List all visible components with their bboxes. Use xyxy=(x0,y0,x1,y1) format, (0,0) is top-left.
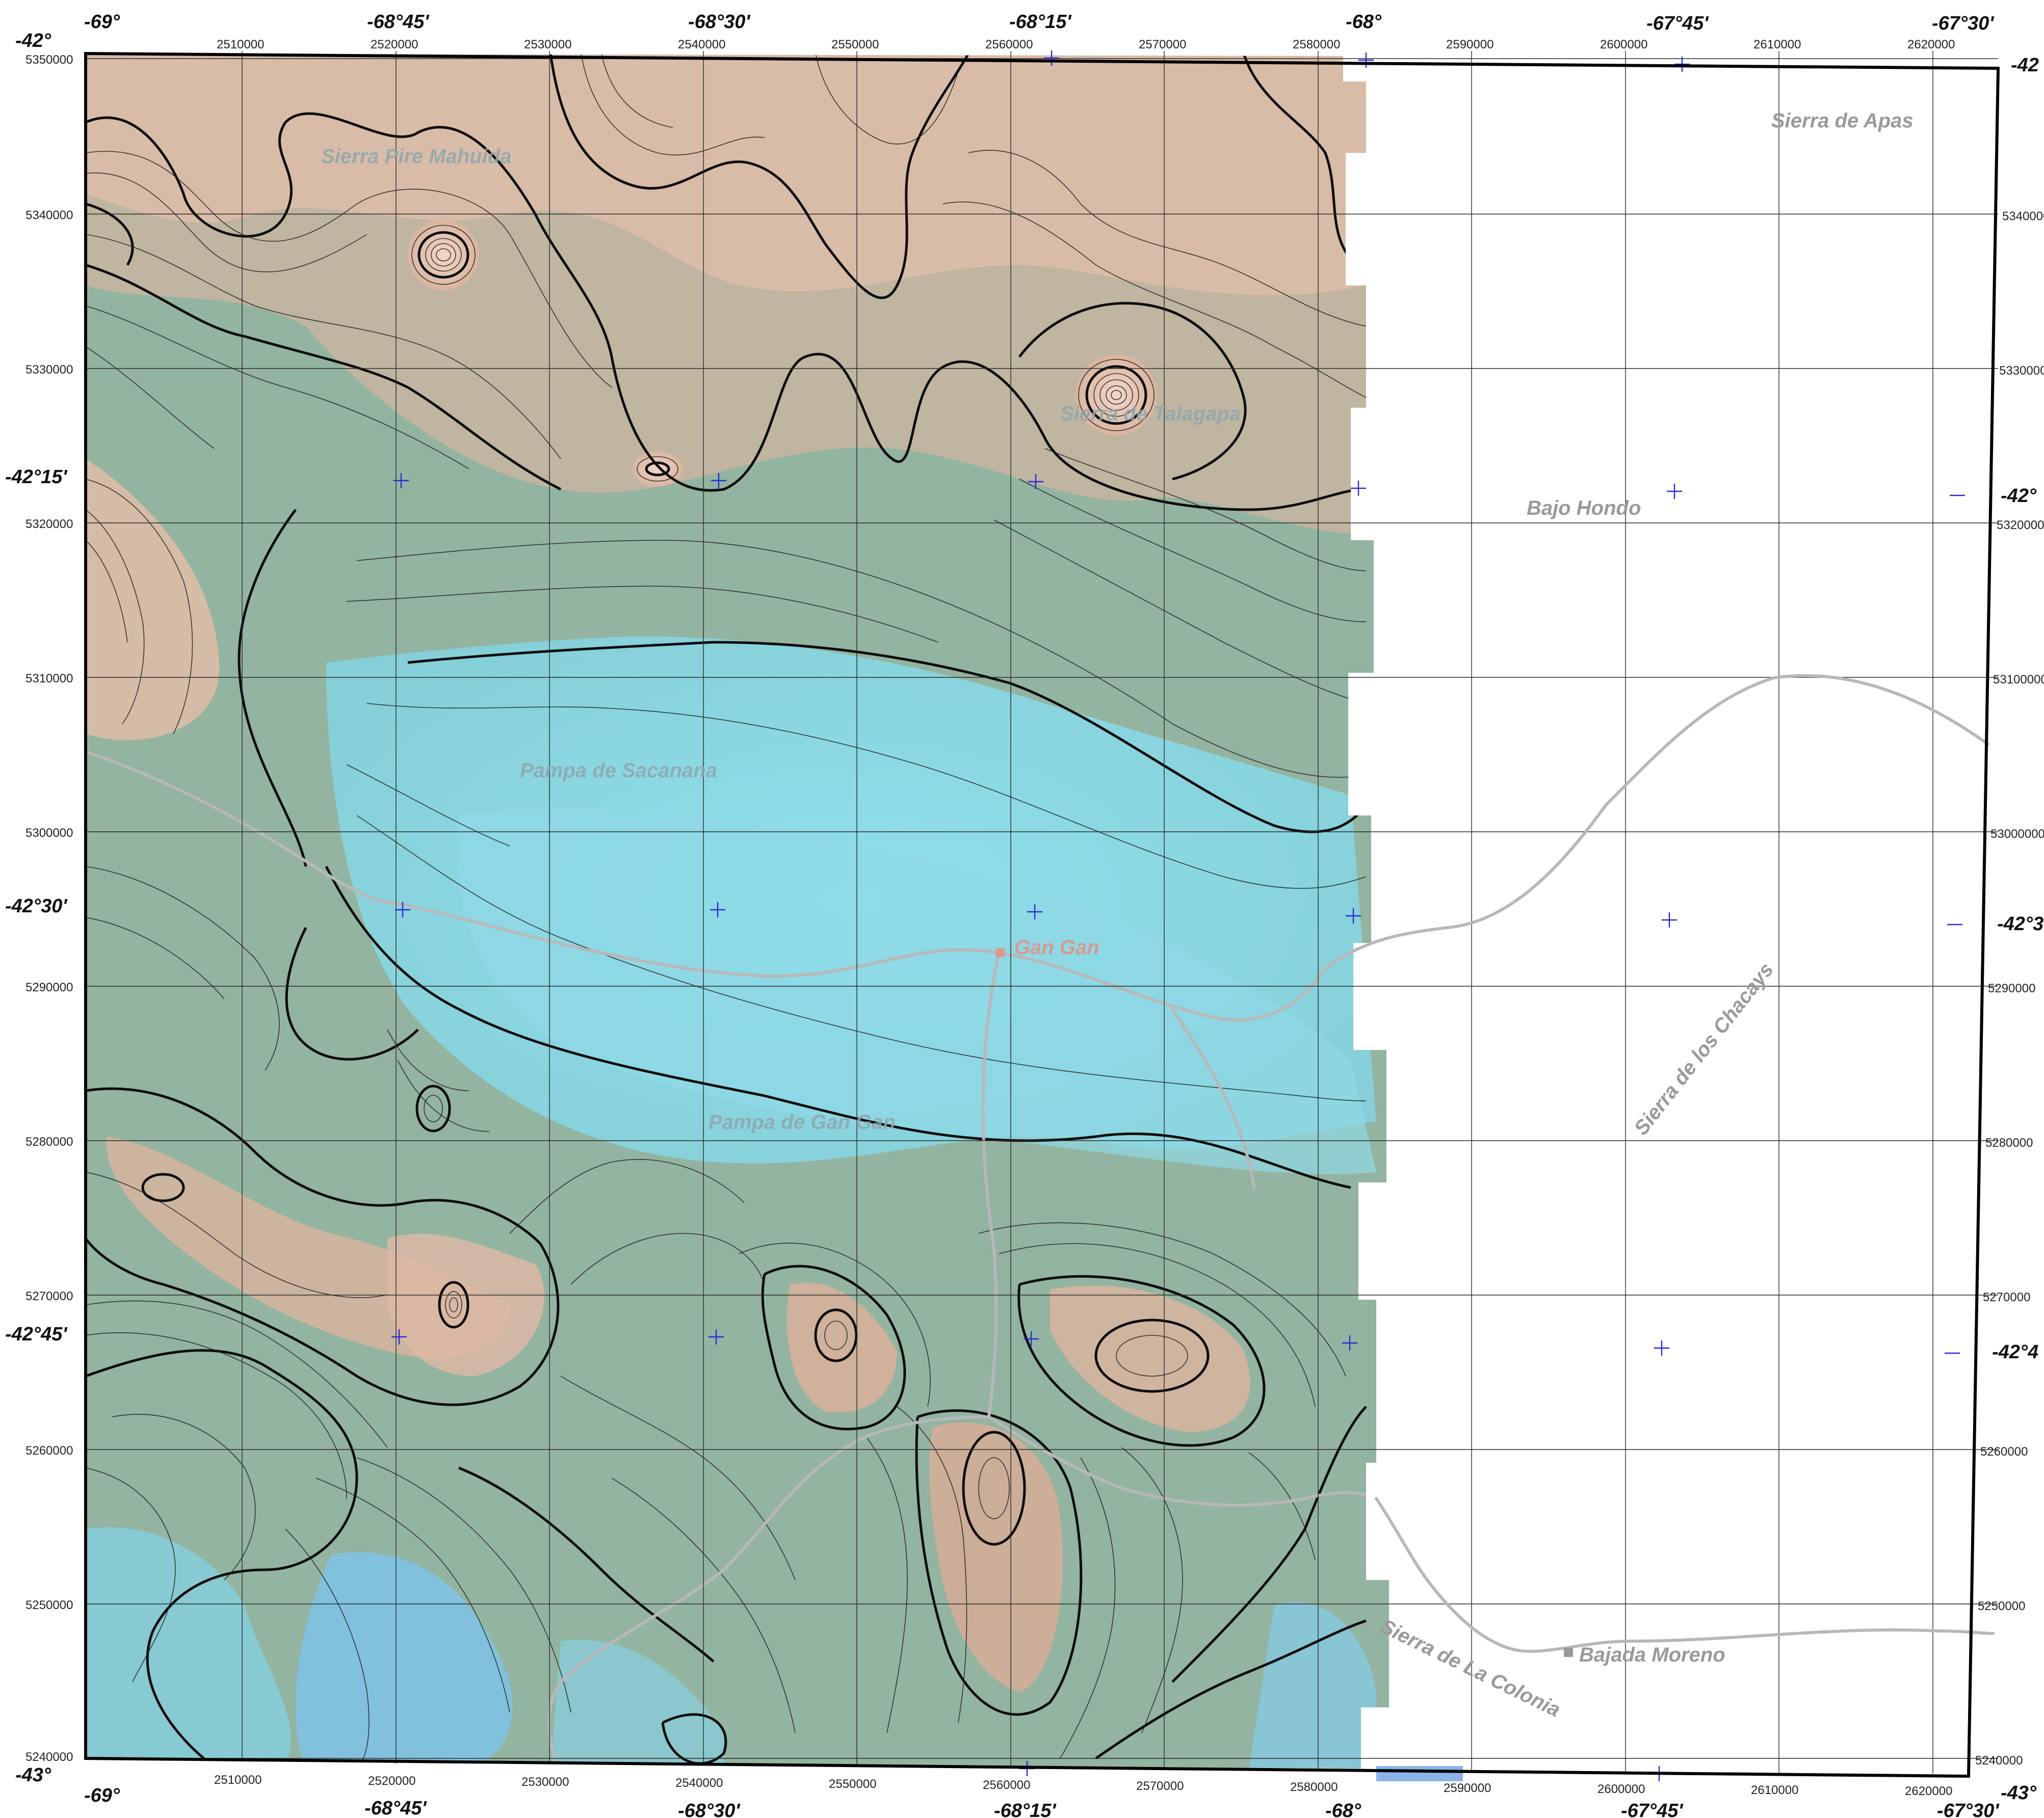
utm-x-bottom-0: 2510000 xyxy=(214,1773,261,1787)
label-gan-gan: Gan Gan xyxy=(1014,936,1099,959)
contour-lines xyxy=(86,54,1367,1769)
utm-x-top-9: 2600000 xyxy=(1600,38,1647,51)
utm-y-left-4: 5310000 xyxy=(25,672,73,686)
utm-x-top-3: 2540000 xyxy=(678,38,725,51)
utm-y-right-1: 5330000 xyxy=(1999,364,2044,378)
utm-x-top-2: 2530000 xyxy=(524,38,571,51)
water-strip xyxy=(1376,1766,1463,1781)
deg-bottom-6: -67°30' xyxy=(1937,1800,2000,1818)
utm-y-left-9: 5260000 xyxy=(25,1444,73,1458)
utm-x-top-4: 2550000 xyxy=(831,38,879,51)
left-lat-labels: -42° -42°15' -42°30' -42°45' -43° xyxy=(5,30,68,1786)
deg-bottom-2: -68°30' xyxy=(678,1800,741,1818)
utm-y-left-0: 5350000 xyxy=(25,53,73,67)
utm-x-bottom-1: 2520000 xyxy=(368,1774,415,1788)
utm-y-left-6: 5290000 xyxy=(25,981,73,994)
deg-top-0: -69° xyxy=(84,11,120,33)
deg-top-3: -68°15' xyxy=(1009,11,1072,33)
deg-top-1: -68°45' xyxy=(367,11,430,33)
deg-top-2: -68°30' xyxy=(688,11,751,33)
utm-x-bottom-4: 2550000 xyxy=(829,1777,876,1791)
utm-y-right-7: 5270000 xyxy=(1983,1290,2030,1304)
lat-right-1: -42° xyxy=(2001,485,2037,507)
lat-left-1: -42°15' xyxy=(5,466,68,488)
roads-east xyxy=(1324,674,1995,1653)
utm-x-top: 2510000 2520000 2530000 2540000 2550000 … xyxy=(217,38,1955,51)
deg-top-4: -68° xyxy=(1346,11,1382,33)
label-pampa-sacanana: Pampa de Sacanana xyxy=(520,759,717,782)
utm-x-bottom-11: 2620000 xyxy=(1905,1784,1952,1798)
map-frame xyxy=(84,51,2000,1778)
deg-top-6: -67°30' xyxy=(1932,13,1995,34)
lat-right-3: -42°4 xyxy=(1992,1341,2038,1363)
lat-left-0: -42° xyxy=(15,30,51,51)
utm-y-left-5: 5300000 xyxy=(25,826,73,840)
deg-bottom-5: -67°45' xyxy=(1621,1800,1684,1818)
utm-x-bottom-7: 2580000 xyxy=(1290,1780,1338,1794)
lat-right-0: -42 xyxy=(2011,55,2039,76)
lat-right-4: -43° xyxy=(2001,1782,2037,1804)
utm-y-right-6: 5280000 xyxy=(1985,1136,2033,1150)
utm-y-right-10: 5240000 xyxy=(1975,1754,2023,1768)
utm-y-left-10: 5250000 xyxy=(25,1598,73,1612)
right-lat-labels: -42 -42° -42°3 -42°4 -43° xyxy=(1992,55,2043,1804)
utm-y-left-3: 5320000 xyxy=(25,517,73,531)
deg-bottom-1: -68°45' xyxy=(364,1798,427,1818)
utm-y-right-0: 5340000 xyxy=(2002,209,2044,223)
utm-y-left-1: 5340000 xyxy=(25,208,73,222)
top-degree-labels: -69° -68°45' -68°30' -68°15' -68° -67°45… xyxy=(84,11,1995,34)
utm-x-top-11: 2620000 xyxy=(1907,38,1955,51)
deg-top-5: -67°45' xyxy=(1646,13,1709,34)
utm-x-bottom-8: 2590000 xyxy=(1444,1781,1491,1795)
utm-x-top-7: 2580000 xyxy=(1293,38,1340,51)
utm-y-right-8: 5260000 xyxy=(1980,1445,2028,1459)
utm-y-left-8: 5270000 xyxy=(25,1289,73,1303)
utm-y-right: 5340000 5330000 5320000 53100000 5300000… xyxy=(1975,209,2044,1768)
utm-y-left-11: 5240000 xyxy=(25,1750,73,1764)
label-sierra-ne: Sierra de Talagapa xyxy=(1060,403,1241,425)
label-pampa-center: Pampa de Gan Gan xyxy=(709,1111,896,1134)
utm-x-bottom-5: 2560000 xyxy=(983,1778,1030,1792)
lat-right-2: -42°3 xyxy=(1997,913,2043,935)
label-bajo-hondo: Bajo Hondo xyxy=(1527,497,1641,519)
lat-left-3: -42°45' xyxy=(5,1324,68,1345)
utm-y-right-9: 5250000 xyxy=(1978,1599,2025,1613)
utm-x-bottom-3: 2540000 xyxy=(675,1776,723,1790)
lat-left-4: -43° xyxy=(15,1764,51,1786)
deg-bottom-4: -68° xyxy=(1325,1800,1361,1818)
utm-x-bottom-6: 2570000 xyxy=(1136,1779,1184,1793)
utm-x-top-5: 2560000 xyxy=(985,38,1033,51)
utm-y-left: 5350000 5340000 5330000 5320000 5310000 … xyxy=(25,53,73,1764)
gan-gan-marker xyxy=(995,948,1005,957)
utm-x-top-1: 2520000 xyxy=(371,38,418,51)
utm-grid xyxy=(86,51,1998,1774)
elevation-surface xyxy=(86,54,1389,1769)
utm-x-top-8: 2590000 xyxy=(1446,38,1493,51)
label-sierra-apas: Sierra de Apas xyxy=(1771,110,1914,132)
utm-x-bottom-9: 2600000 xyxy=(1597,1782,1645,1796)
deg-bottom-0: -69° xyxy=(84,1785,120,1806)
utm-y-right-3: 53100000 xyxy=(1993,673,2044,687)
lat-left-2: -42°30' xyxy=(5,895,68,917)
deg-bottom-3: -68°15' xyxy=(994,1800,1057,1818)
utm-x-top-6: 2570000 xyxy=(1139,38,1186,51)
utm-y-left-2: 5330000 xyxy=(25,363,73,377)
utm-x-top-10: 2610000 xyxy=(1753,38,1801,51)
graticule-crosses xyxy=(391,50,1965,1781)
utm-x-top-0: 2510000 xyxy=(217,38,264,51)
utm-x-bottom: 2510000 2520000 2530000 2540000 2550000 … xyxy=(214,1773,1952,1798)
utm-y-right-5: 5290000 xyxy=(1988,982,2035,995)
utm-x-bottom-10: 2610000 xyxy=(1751,1783,1798,1797)
bottom-degree-labels: -69° -68°45' -68°30' -68°15' -68° -67°45… xyxy=(84,1785,2000,1818)
label-bajada-moreno: Bajada Moreno xyxy=(1579,1644,1725,1666)
utm-y-left-7: 5280000 xyxy=(25,1135,73,1149)
bajada-moreno-marker xyxy=(1564,1648,1573,1657)
utm-y-right-4: 53000000 xyxy=(1990,827,2044,841)
utm-x-bottom-2: 2530000 xyxy=(521,1775,569,1789)
utm-y-right-2: 5320000 xyxy=(1997,518,2044,532)
label-sierra-nw: Sierra Pire Mahuida xyxy=(321,145,511,168)
